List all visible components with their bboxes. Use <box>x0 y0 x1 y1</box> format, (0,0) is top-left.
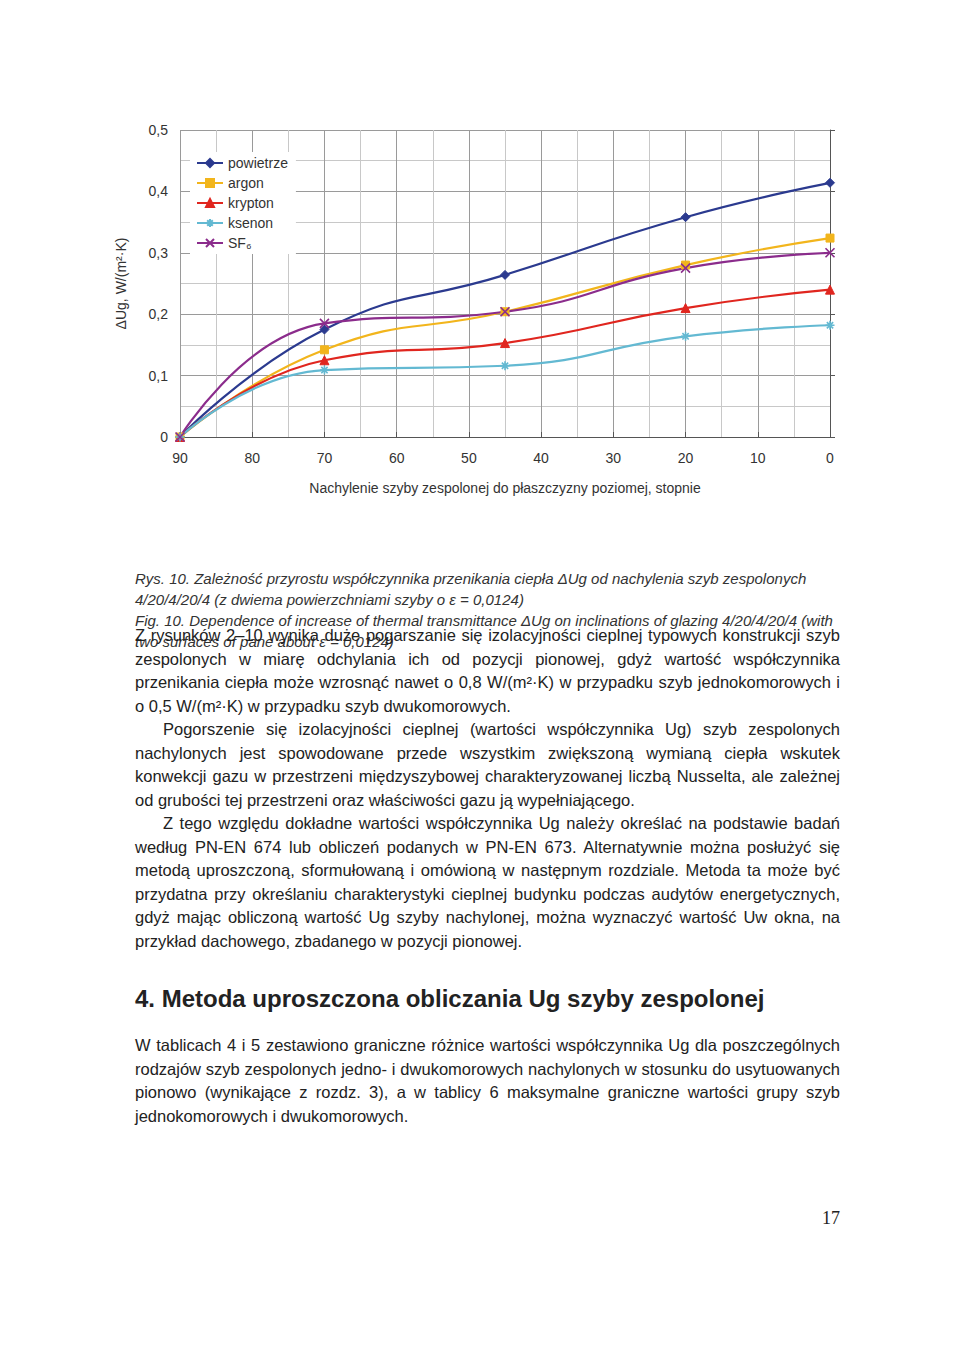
svg-text:10: 10 <box>750 450 766 466</box>
svg-text:0: 0 <box>826 450 834 466</box>
html-text:Pogorszenie się izolacyjności: Pogorszenie się izolacyjności cieplnej (… <box>135 720 840 809</box>
svg-text:SF₆: SF₆ <box>228 235 252 251</box>
svg-text:20: 20 <box>678 450 694 466</box>
svg-text:0: 0 <box>160 429 168 445</box>
svg-text:60: 60 <box>389 450 405 466</box>
html-text:17: 17 <box>822 1208 840 1228</box>
svg-text:Nachylenie szyby zespolonej do: Nachylenie szyby zespolonej do płaszczyz… <box>309 480 701 496</box>
svg-text:powietrze: powietrze <box>228 155 288 171</box>
svg-text:0,1: 0,1 <box>149 368 169 384</box>
svg-text:krypton: krypton <box>228 195 274 211</box>
html-text:Rys. 10. Zależność przyrostu w: Rys. 10. Zależność przyrostu współczynni… <box>135 570 807 608</box>
svg-text:0,4: 0,4 <box>149 183 169 199</box>
html-text:W tablicach 4 i 5 zestawiono g: W tablicach 4 i 5 zestawiono graniczne r… <box>135 1036 840 1125</box>
svg-text:70: 70 <box>317 450 333 466</box>
svg-text:ΔUg, W/(m²·K): ΔUg, W/(m²·K) <box>113 238 129 330</box>
svg-text:30: 30 <box>606 450 622 466</box>
html-text:Z tego względu dokładne wartoś: Z tego względu dokładne wartości współcz… <box>135 814 840 950</box>
svg-text:50: 50 <box>461 450 477 466</box>
html-text:Z rysunków 2–10 wynika duże po: Z rysunków 2–10 wynika duże pogarszanie … <box>135 626 840 715</box>
svg-text:0,3: 0,3 <box>149 245 169 261</box>
svg-text:argon: argon <box>228 175 264 191</box>
svg-text:ksenon: ksenon <box>228 215 273 231</box>
svg-text:90: 90 <box>172 450 188 466</box>
svg-text:80: 80 <box>244 450 260 466</box>
html-text:4. Metoda uproszczona obliczan: 4. Metoda uproszczona obliczania Ug szyb… <box>135 985 765 1012</box>
svg-text:40: 40 <box>533 450 549 466</box>
svg-text:0,5: 0,5 <box>149 122 169 138</box>
html-text:Fig. 10. Dependence of increas: Fig. 10. Dependence of increase of therm… <box>135 612 833 650</box>
svg-text:0,2: 0,2 <box>149 306 169 322</box>
